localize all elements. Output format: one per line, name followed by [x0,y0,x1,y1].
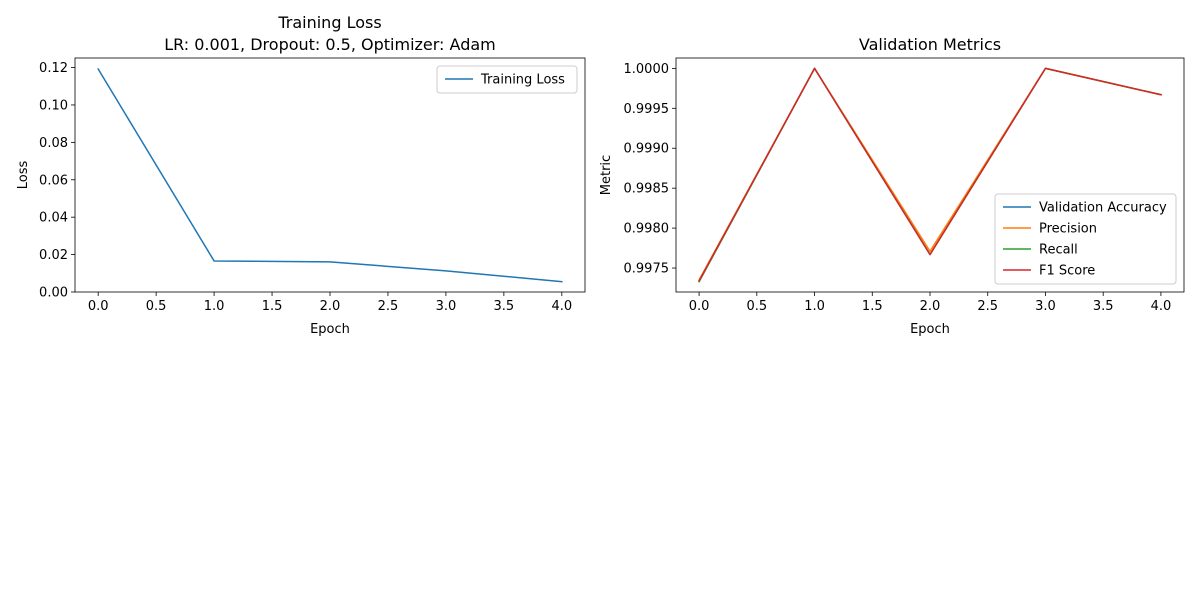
chart-subtitle: LR: 0.001, Dropout: 0.5, Optimizer: Adam [164,35,496,54]
x-tick-label: 0.5 [146,299,167,314]
y-tick-label: 0.10 [39,98,68,113]
x-tick-label: 2.5 [378,299,399,314]
x-tick-label: 0.5 [746,299,767,314]
y-ticks: 0.9975 0.9980 0.9985 0.9990 0.9995 1.0000 [624,62,676,277]
series-line-4 [698,67,1162,282]
series-lines [97,68,563,283]
x-axis-label: Epoch [910,322,950,337]
chart-title: Training Loss [277,13,381,32]
y-tick-label: 0.9980 [624,222,670,237]
y-tick-label: 0.08 [39,136,68,151]
x-tick-label: 1.0 [804,299,825,314]
legend-entry: Precision [1039,222,1097,237]
x-tick-label: 1.0 [204,299,225,314]
x-tick-label: 3.5 [494,299,515,314]
x-axis-label: Epoch [310,322,350,337]
y-tick-label: 0.06 [39,173,68,188]
legend: Validation Accuracy Precision Recall F1 Sco… [994,193,1177,285]
y-tick-label: 0.12 [39,61,68,76]
legend-entry: Validation Accuracy [1039,201,1167,216]
x-tick-label: 0.0 [689,299,710,314]
x-tick-label: 2.5 [977,299,998,314]
series-lines [698,67,1162,283]
legend-box [436,65,578,94]
x-tick-label: 2.0 [920,299,941,314]
chart-1: Training Loss LR: 0.001, Dropout: 0.5, Op… [16,13,586,337]
y-ticks: 0.00 0.02 0.04 0.06 0.08 0.10 0.12 [39,61,75,301]
y-tick-label: 1.0000 [624,62,670,77]
x-ticks: 0.0 0.5 1.0 1.5 2.0 2.5 3.0 3.5 4.0 [88,292,572,314]
x-tick-label: 1.5 [262,299,283,314]
x-tick-label: 1.5 [862,299,883,314]
chart-2: Validation Metrics 0.0 0.5 1.0 1.5 2.0 2.5 3.0 3… [599,35,1185,337]
x-tick-label: 4.0 [551,299,572,314]
legend-entry: Recall [1039,243,1078,258]
x-tick-label: 3.0 [1035,299,1056,314]
y-tick-label: 0.9975 [624,262,670,277]
chart-title: Validation Metrics [859,35,1001,54]
y-axis-label: Metric [599,155,614,195]
y-tick-label: 0.9985 [624,182,670,197]
legend-entry: F1 Score [1039,264,1095,279]
y-tick-label: 0.02 [39,248,68,263]
x-tick-label: 3.5 [1093,299,1114,314]
legend: Training Loss [436,65,578,94]
series-line-1 [97,68,563,283]
x-tick-label: 0.0 [88,299,109,314]
y-tick-label: 0.00 [39,286,68,301]
x-ticks: 0.0 0.5 1.0 1.5 2.0 2.5 3.0 3.5 4.0 [689,292,1172,314]
x-tick-label: 3.0 [436,299,457,314]
y-tick-label: 0.9990 [624,142,670,157]
legend-entry: Training Loss [480,73,565,88]
y-tick-label: 0.9995 [624,102,670,117]
y-tick-label: 0.04 [39,211,68,226]
x-tick-label: 2.0 [320,299,341,314]
y-axis-label: Loss [16,161,31,190]
legend-box [994,193,1177,285]
x-tick-label: 4.0 [1151,299,1172,314]
